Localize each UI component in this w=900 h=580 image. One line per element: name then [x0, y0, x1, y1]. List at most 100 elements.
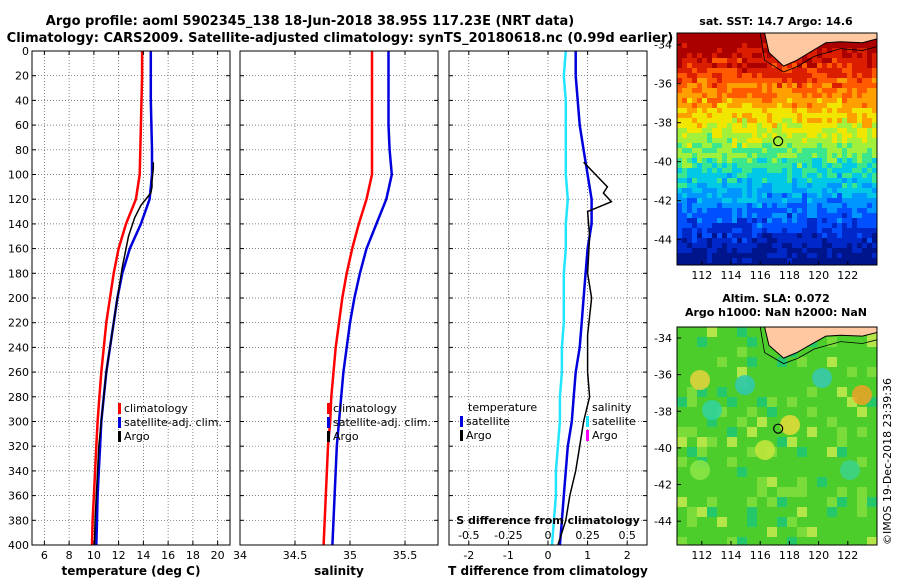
map-cell — [842, 213, 848, 219]
map-cell — [837, 193, 843, 199]
map-cell — [712, 63, 718, 69]
map-cell — [782, 98, 788, 104]
map-cell — [702, 63, 708, 69]
map-cell — [727, 198, 733, 204]
map-cell — [862, 73, 868, 79]
map-cell — [842, 223, 848, 229]
map-cell — [682, 118, 688, 124]
map-cell — [812, 63, 818, 69]
map-cell — [747, 78, 753, 84]
map-cell — [697, 407, 708, 418]
map-cell — [827, 73, 833, 79]
map-cell — [822, 168, 828, 174]
map-cell — [752, 83, 758, 89]
map-cell — [762, 173, 768, 179]
map-cell — [697, 517, 708, 528]
map-cell — [847, 208, 853, 214]
map-cell — [712, 98, 718, 104]
map-cell — [837, 243, 843, 249]
map-cell — [762, 108, 768, 114]
map-cell — [842, 183, 848, 189]
map-cell — [737, 243, 743, 249]
map-cell — [767, 517, 778, 528]
map-cell — [747, 33, 753, 39]
map-cell — [682, 88, 688, 94]
map-cell — [687, 128, 693, 134]
map-cell — [812, 178, 818, 184]
map-cell — [772, 98, 778, 104]
map-cell — [812, 58, 818, 64]
map-cell — [812, 168, 818, 174]
map-cell — [697, 397, 708, 408]
map-cell — [677, 417, 688, 428]
map-cell — [722, 173, 728, 179]
map-cell — [707, 467, 718, 478]
map-cell — [832, 163, 838, 169]
map-cell — [772, 83, 778, 89]
map-cell — [727, 178, 733, 184]
map-cell — [742, 203, 748, 209]
map-cell — [682, 108, 688, 114]
map-cell — [842, 143, 848, 149]
map-cell — [687, 228, 693, 234]
map-cell — [832, 228, 838, 234]
map-cell — [732, 263, 738, 265]
map-cell — [852, 198, 858, 204]
map-cell — [747, 88, 753, 94]
map-cell — [817, 93, 823, 99]
map-cell — [742, 93, 748, 99]
map-cell — [717, 407, 728, 418]
map-cell — [822, 128, 828, 134]
map-cell — [737, 223, 743, 229]
map-cell — [737, 198, 743, 204]
map-cell — [707, 78, 713, 84]
map-cell — [857, 497, 868, 508]
map-cell — [857, 48, 863, 54]
map-cell — [812, 78, 818, 84]
map-cell — [727, 497, 738, 508]
map-cell — [797, 377, 808, 388]
map-cell — [867, 188, 873, 194]
map-cell — [762, 93, 768, 99]
map-cell — [847, 78, 853, 84]
map-cell — [727, 377, 738, 388]
map-cell — [722, 198, 728, 204]
map-cell — [762, 98, 768, 104]
map-cell — [737, 427, 748, 438]
map-cell — [767, 163, 773, 169]
map-y-tick-label: -44 — [654, 515, 672, 528]
map-cell — [867, 258, 873, 264]
map-cell — [807, 198, 813, 204]
map-cell — [802, 108, 808, 114]
map-cell — [752, 128, 758, 134]
map-cell — [817, 407, 828, 418]
map-cell — [732, 58, 738, 64]
map-cell — [807, 447, 818, 458]
map-cell — [827, 113, 833, 119]
map-cell — [757, 143, 763, 149]
map-cell — [702, 223, 708, 229]
map-cell — [717, 243, 723, 249]
map-cell — [842, 93, 848, 99]
map-cell — [692, 118, 698, 124]
map-cell — [722, 178, 728, 184]
map-cell — [707, 168, 713, 174]
map-cell — [872, 133, 877, 139]
map-cell — [697, 178, 703, 184]
map-cell — [677, 243, 683, 249]
map-cell — [857, 148, 863, 154]
map-cell — [677, 397, 688, 408]
map-cell — [722, 113, 728, 119]
map-cell — [772, 123, 778, 129]
map-cell — [787, 437, 798, 448]
map-cell — [767, 88, 773, 94]
map-cell — [727, 447, 738, 458]
map-cell — [717, 98, 723, 104]
map-cell — [832, 188, 838, 194]
map-cell — [702, 213, 708, 219]
map-cell — [777, 258, 783, 264]
map-cell — [682, 228, 688, 234]
map-cell — [677, 238, 683, 244]
x-tick-label: 16 — [161, 549, 175, 562]
